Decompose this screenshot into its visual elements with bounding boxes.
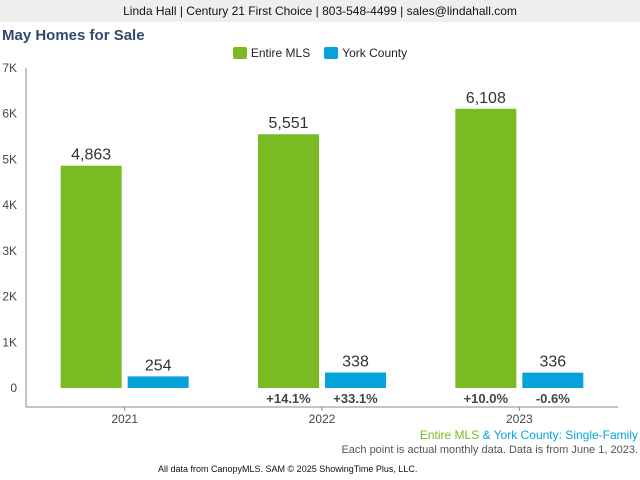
y-tick-label: 4K [2,198,17,212]
legend-item-entire-mls[interactable]: Entire MLS [232,46,311,60]
change-label: +10.0% [464,391,509,406]
change-label: -0.6% [536,391,570,406]
legend-swatch-entire-mls [232,47,247,59]
contact-header: Linda Hall | Century 21 First Choice | 8… [0,0,640,22]
bar-entire-mls [258,134,319,388]
legend-label-entire-mls: Entire MLS [250,46,311,60]
footnote-amp: & [479,428,494,442]
change-label: +33.1% [333,391,378,406]
series-footnote: Entire MLS & York County: Single-Family [420,428,638,442]
bar-york-county [325,372,386,388]
x-tick-label: 2021 [111,412,138,426]
y-tick-label: 7K [2,61,17,75]
data-label: 336 [539,354,566,371]
bar-york-county [522,372,584,388]
footnote-york-county: York County [493,428,559,442]
bar-entire-mls [455,108,517,388]
chart-legend: Entire MLS York County [0,45,640,61]
data-label: 6,108 [466,90,506,107]
data-label: 254 [145,357,172,374]
y-tick-label: 2K [2,290,17,304]
data-label: 4,863 [71,147,111,164]
y-tick-label: 1K [2,335,17,349]
footnote-entire-mls: Entire MLS [419,428,480,442]
legend-swatch-york-county [324,47,339,59]
data-label: 5,551 [268,115,308,132]
y-tick-label: 5K [2,152,17,166]
x-tick-label: 2022 [309,412,336,426]
data-note: Each point is actual monthly data. Data … [341,444,638,456]
chart-title: May Homes for Sale [2,27,145,44]
legend-label-york-county: York County [342,46,408,60]
source-credit: All data from CanopyMLS. SAM © 2025 Show… [158,464,418,474]
legend-item-york-county[interactable]: York County [324,46,407,60]
footnote-suffix: : Single-Family [558,428,638,442]
data-label: 338 [342,354,369,371]
y-tick-label: 3K [2,244,17,258]
contact-text: Linda Hall | Century 21 First Choice | 8… [123,4,517,18]
bar-york-county [127,376,189,388]
y-tick-label: 6K [2,107,17,121]
bar-entire-mls [60,165,122,388]
change-label: +14.1% [266,391,311,406]
y-tick-label: 0 [10,381,17,395]
x-tick-label: 2023 [506,412,533,426]
